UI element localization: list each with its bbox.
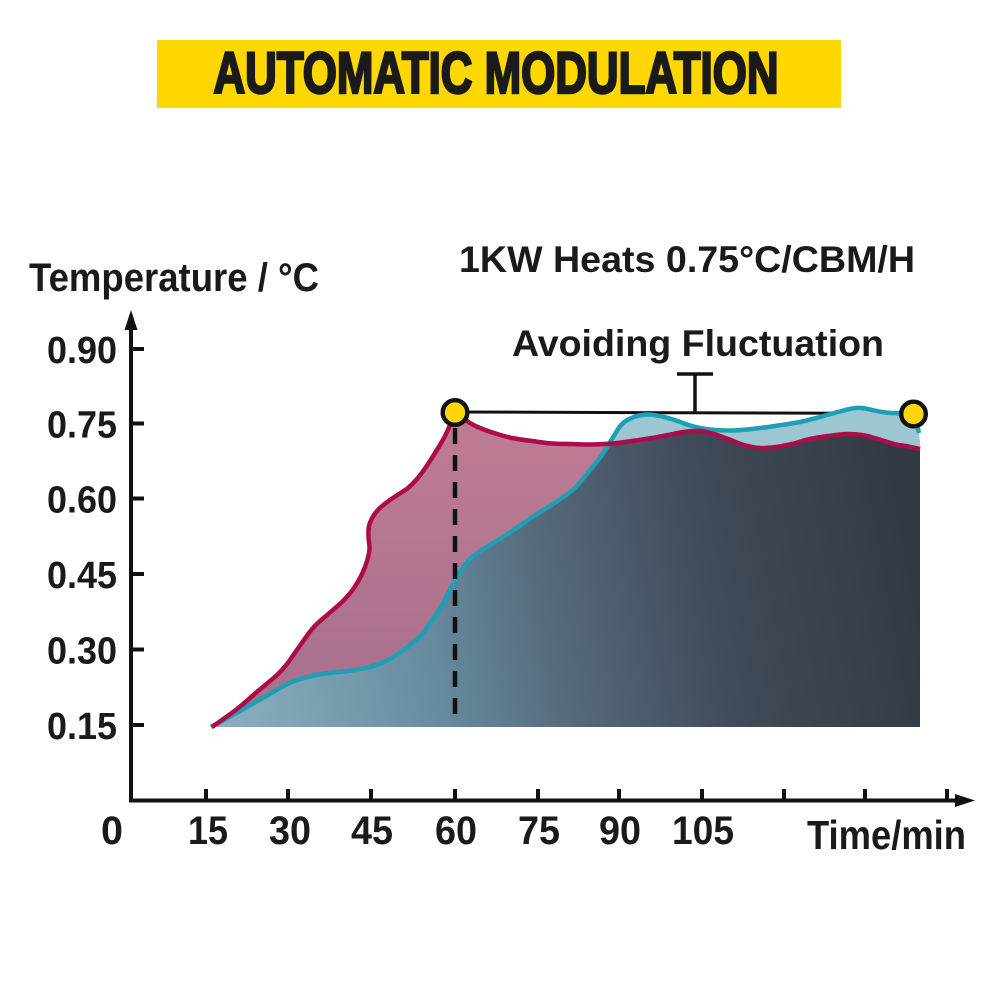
svg-text:0.60: 0.60 xyxy=(47,480,117,522)
svg-text:90: 90 xyxy=(599,809,641,853)
svg-text:0.90: 0.90 xyxy=(47,330,117,372)
svg-text:60: 60 xyxy=(435,809,477,853)
svg-text:AUTOMATIC MODULATION: AUTOMATIC MODULATION xyxy=(214,41,779,106)
svg-text:105: 105 xyxy=(672,809,734,853)
svg-text:15: 15 xyxy=(188,809,228,853)
svg-text:0.30: 0.30 xyxy=(47,631,117,673)
svg-text:75: 75 xyxy=(518,809,560,853)
svg-text:Avoiding Fluctuation: Avoiding Fluctuation xyxy=(512,323,884,364)
svg-text:Time/min: Time/min xyxy=(807,812,966,858)
svg-text:Temperature / °C: Temperature / °C xyxy=(29,256,319,300)
svg-text:45: 45 xyxy=(351,809,393,853)
svg-text:0.45: 0.45 xyxy=(47,555,117,597)
svg-text:0.15: 0.15 xyxy=(47,706,117,748)
svg-text:0: 0 xyxy=(101,809,123,853)
svg-text:0.75: 0.75 xyxy=(47,405,117,447)
svg-text:1KW Heats 0.75°C/CBM/H: 1KW Heats 0.75°C/CBM/H xyxy=(459,239,915,280)
svg-text:30: 30 xyxy=(269,809,311,853)
